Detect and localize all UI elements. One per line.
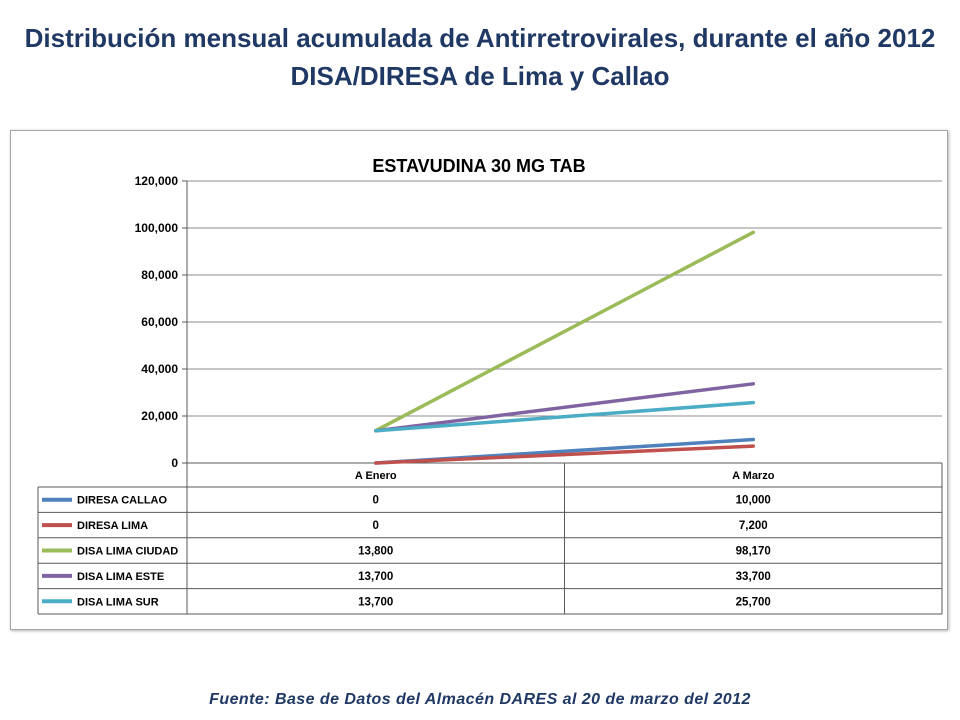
legend-label: DIRESA CALLAO	[77, 495, 167, 507]
slide-title: Distribución mensual acumulada de Antirr…	[24, 23, 936, 53]
legend-label: DISA LIMA ESTE	[77, 571, 164, 583]
y-tick-label: 20,000	[141, 409, 178, 423]
y-tick-label: 60,000	[141, 315, 178, 329]
table-row-diresa-callao: DIRESA CALLAO 0 10,000	[42, 495, 771, 507]
table-cell-value: 7,200	[739, 520, 768, 532]
source-footer: Fuente: Base de Datos del Almacén DARES …	[209, 691, 751, 708]
series-line-disa-lima-este	[374, 382, 756, 433]
gridlines	[187, 180, 942, 464]
slide-subtitle: DISA/DIRESA de Lima y Callao	[290, 61, 670, 91]
chart-frame: ESTAVUDINA 30 MG TAB 0 20,000 40,000 60,000 8…	[10, 130, 948, 630]
y-tick-label: 120,000	[135, 174, 179, 188]
y-tick-label: 0	[171, 456, 178, 470]
legend-label: DIRESA LIMA	[77, 520, 148, 532]
y-tick-label: 80,000	[141, 268, 178, 282]
category-label: A Marzo	[732, 470, 775, 482]
table-row-disa-lima-este: DISA LIMA ESTE 13,700 33,700	[42, 571, 771, 583]
table-cell-value: 0	[373, 495, 379, 507]
legend-label: DISA LIMA SUR	[77, 596, 159, 608]
table-cell-value: 13,700	[358, 596, 393, 608]
table-cell-value: 33,700	[736, 571, 771, 583]
table-cell-value: 25,700	[736, 596, 771, 608]
legend-label: DISA LIMA CIUDAD	[77, 546, 178, 558]
table-cell-value: 98,170	[736, 546, 771, 558]
series-line-disa-lima-sur	[374, 400, 756, 433]
table-cell-value: 10,000	[736, 495, 771, 507]
series-line-disa-lima-ciudad	[374, 230, 756, 433]
series-line-diresa-lima	[374, 444, 756, 465]
table-row-disa-lima-sur: DISA LIMA SUR 13,700 25,700	[42, 596, 771, 608]
table-cell-value: 13,700	[358, 571, 393, 583]
y-tick-label: 100,000	[135, 221, 179, 235]
y-axis-ticks: 0 20,000 40,000 60,000 80,000 100,000 120,000	[135, 174, 187, 470]
table-row-diresa-lima: DIRESA LIMA 0 7,200	[42, 520, 768, 532]
category-label: A Enero	[355, 470, 397, 482]
line-chart: ESTAVUDINA 30 MG TAB 0 20,000 40,000 60,000 8…	[37, 156, 943, 615]
series-lines	[374, 230, 756, 465]
table-row-disa-lima-ciudad: DISA LIMA CIUDAD 13,800 98,170	[42, 546, 771, 558]
table-cell-value: 0	[373, 520, 379, 532]
y-tick-label: 40,000	[141, 362, 178, 376]
table-cell-value: 13,800	[358, 546, 393, 558]
chart-title: ESTAVUDINA 30 MG TAB	[372, 156, 585, 176]
